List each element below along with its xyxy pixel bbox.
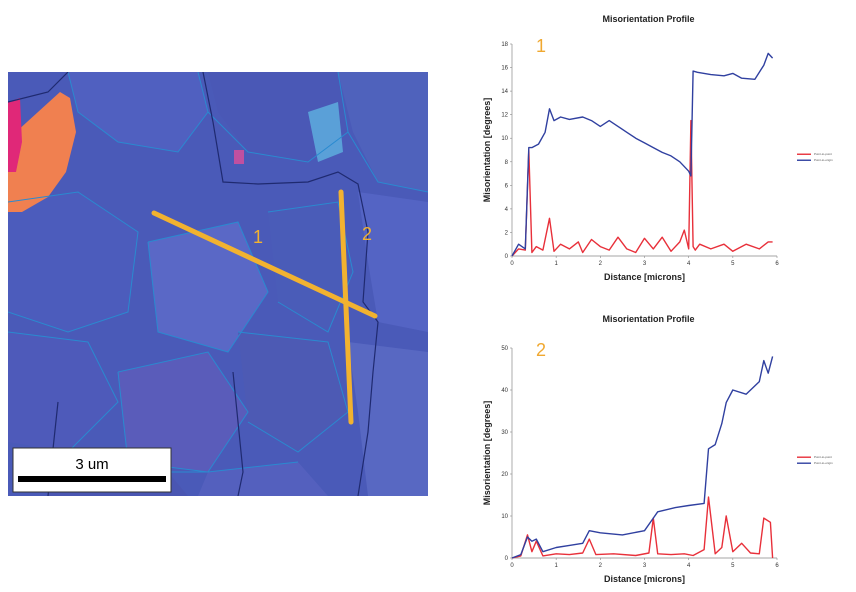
y-tick-label: 0 (505, 254, 509, 260)
scale-bar (18, 476, 166, 482)
y-tick-label: 16 (501, 66, 508, 72)
x-axis-label: Distance [microns] (604, 574, 685, 584)
legend-entry: Point-to-origin (814, 158, 833, 162)
grain-boundary (267, 201, 354, 333)
chart-id-label: 1 (536, 36, 546, 56)
x-tick-label: 3 (643, 563, 647, 569)
legend-entry: Point-to-point (814, 455, 832, 459)
y-tick-label: 20 (501, 472, 508, 478)
dark-boundary (202, 72, 379, 496)
series-line-point-to-point (511, 496, 774, 559)
series-line-point-to-origin (511, 52, 774, 257)
grain-boundary (8, 331, 119, 453)
x-tick-label: 4 (687, 261, 691, 267)
legend-entry: Point-to-point (814, 152, 832, 156)
series-line-point-to-point (511, 119, 773, 257)
x-axis-label: Distance [microns] (604, 272, 685, 282)
x-tick-label: 2 (599, 563, 603, 569)
x-tick-label: 1 (554, 261, 558, 267)
magenta-grain (8, 98, 22, 172)
x-tick-label: 5 (731, 563, 735, 569)
y-tick-label: 8 (505, 160, 509, 166)
y-tick-label: 14 (501, 89, 508, 95)
grain-region (8, 192, 138, 332)
dark-boundary (232, 371, 244, 496)
legend-entry: Point-to-origin (814, 461, 833, 465)
grain-boundary (207, 72, 349, 163)
grain-boundary (67, 72, 209, 153)
y-tick-label: 6 (505, 183, 509, 189)
chart-title: Misorientation Profile (602, 14, 694, 24)
x-tick-label: 5 (731, 261, 735, 267)
ebsd-orientation-map: 1 2 3 um (8, 72, 428, 496)
y-tick-label: 0 (505, 556, 509, 562)
line-label-2: 2 (362, 224, 372, 244)
x-tick-label: 1 (554, 563, 558, 569)
grain-region (208, 72, 348, 162)
profile-line-2 (338, 189, 354, 425)
grain-region (8, 332, 118, 452)
grain-boundary (237, 331, 349, 453)
y-tick-label: 10 (501, 136, 508, 142)
y-tick-label: 12 (501, 113, 508, 119)
y-tick-label: 4 (505, 207, 509, 213)
orange-grain (8, 92, 76, 212)
grain-region (68, 72, 208, 152)
y-tick-label: 30 (501, 430, 508, 436)
y-tick-label: 50 (501, 346, 508, 352)
grain-region (118, 352, 248, 472)
chart-title: Misorientation Profile (602, 314, 694, 324)
grain-region (238, 332, 348, 452)
x-tick-label: 3 (643, 261, 647, 267)
x-tick-label: 6 (775, 261, 779, 267)
scale-bar-box (12, 447, 172, 493)
grain-boundary (8, 191, 139, 333)
y-tick-label: 40 (501, 388, 508, 394)
y-axis-label: Misorientation [degrees] (482, 98, 492, 203)
grain-region (268, 202, 353, 332)
series-line-point-to-origin (511, 356, 774, 559)
grain-region (338, 72, 428, 192)
grain-region (358, 192, 428, 332)
profile-line-1 (151, 210, 378, 319)
x-tick-label: 2 (599, 261, 603, 267)
small-pink-grain (234, 150, 244, 164)
grain-region (348, 342, 428, 496)
y-tick-label: 2 (505, 230, 509, 236)
y-axis-label: Misorientation [degrees] (482, 401, 492, 506)
y-tick-label: 10 (501, 514, 508, 520)
line-label-1: 1 (253, 227, 263, 247)
grain-region (198, 462, 328, 496)
grain-region (308, 102, 343, 162)
x-tick-label: 4 (687, 563, 691, 569)
grain-boundary (147, 221, 269, 353)
grain-boundary (117, 351, 249, 473)
grain-boundary (347, 131, 428, 193)
chart-id-label: 2 (536, 340, 546, 360)
dark-boundary (8, 72, 69, 103)
y-tick-label: 18 (501, 42, 508, 48)
x-tick-label: 0 (510, 261, 514, 267)
x-tick-label: 6 (775, 563, 779, 569)
x-tick-label: 0 (510, 563, 514, 569)
scale-bar-label: 3 um (75, 456, 108, 473)
